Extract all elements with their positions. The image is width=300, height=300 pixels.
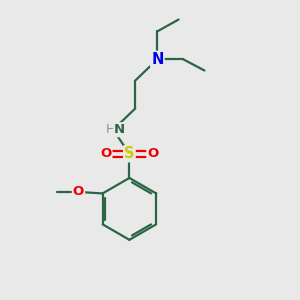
Text: N: N xyxy=(151,52,164,67)
Text: O: O xyxy=(73,185,84,199)
Text: S: S xyxy=(124,146,135,161)
Text: N: N xyxy=(114,123,125,136)
Text: O: O xyxy=(147,147,159,160)
Text: H: H xyxy=(106,123,116,136)
Text: O: O xyxy=(100,147,112,160)
